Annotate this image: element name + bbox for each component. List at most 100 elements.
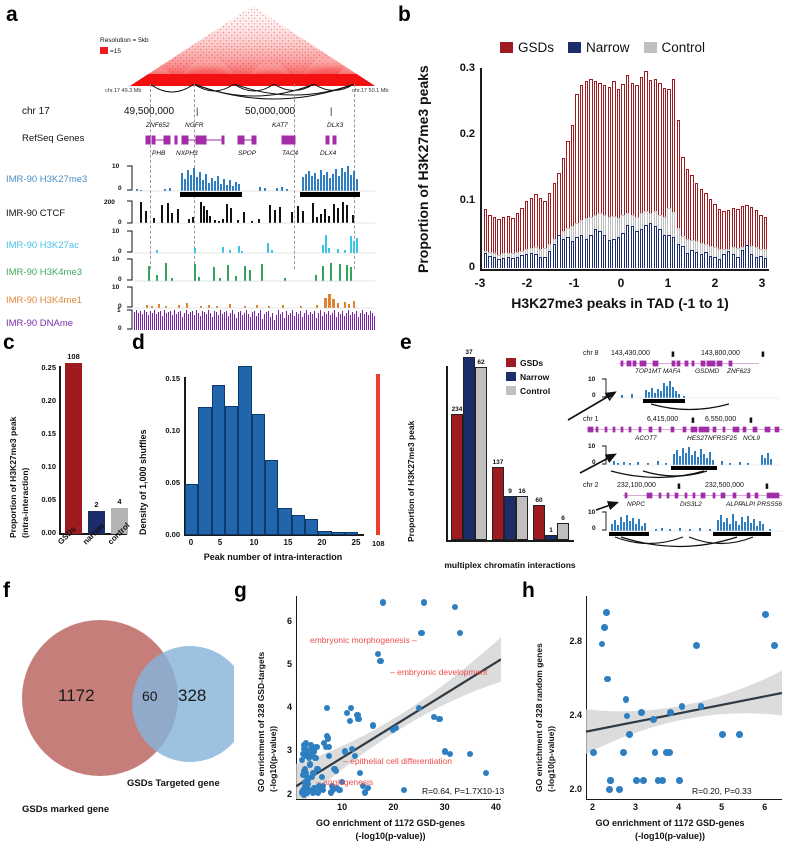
scatter-point — [308, 774, 315, 781]
browser-tick: ▮ — [671, 351, 675, 358]
scatter-point — [303, 782, 310, 790]
bar-segment-gsds — [676, 120, 680, 268]
bar-segment-gsds — [648, 80, 653, 268]
panel-d-xtick-10: 10 — [249, 538, 259, 547]
panel-f-letter: f — [3, 579, 10, 602]
bar-segment-gsds — [740, 206, 745, 268]
scatter-point — [341, 748, 348, 755]
bar-segment-gsds — [616, 89, 621, 268]
panel-c-ytick-005: 0.05 — [41, 495, 56, 504]
histogram-bar — [685, 68, 690, 268]
scatter-point — [311, 785, 318, 792]
ytick-03: 0.3 — [459, 62, 475, 74]
panel-g-xaxis — [296, 799, 501, 801]
scatter-point — [392, 724, 400, 731]
scatter-point — [622, 695, 630, 703]
bar-segment-narrow — [570, 240, 575, 268]
scatter-point — [604, 675, 611, 683]
histogram-bar — [662, 68, 667, 268]
xtick: 4 — [676, 802, 682, 812]
bar-segment-narrow — [626, 224, 630, 268]
track-min-h3k4me1: 0 — [118, 303, 122, 310]
bar-segment-narrow — [662, 234, 667, 268]
browser-end-coord: 143,800,000 — [701, 350, 740, 357]
bar-label-gsds-2: 60 — [535, 496, 543, 504]
bar-segment-gsds — [653, 79, 657, 268]
guide-line — [294, 84, 295, 269]
bar-segment-narrow — [603, 235, 607, 268]
bar-narrow-0 — [463, 357, 475, 540]
ytick: 6 — [286, 615, 292, 626]
bar-segment-narrow — [524, 254, 529, 268]
gene-label-spop: SPOP — [238, 150, 257, 157]
histogram-bar — [251, 413, 265, 535]
hic-scale-value: =15 — [110, 48, 122, 55]
panel-c-ylabel-1: Proportion of H3K27me3 peak — [8, 416, 18, 538]
histogram-bar — [713, 68, 718, 268]
coord-tick-2: | — [330, 106, 333, 116]
panel-e-xaxis — [446, 540, 574, 542]
scatter-point — [314, 789, 322, 796]
browser-start-coord: 6,415,000 — [647, 416, 679, 423]
bar-label-control-0: 62 — [477, 358, 485, 366]
bar-segment-gsds — [722, 211, 726, 268]
ytick: 2.4 — [569, 709, 582, 720]
histogram-bar — [644, 68, 649, 268]
track-min-h3k27me3: 0 — [118, 185, 122, 192]
bar-segment-narrow — [621, 232, 625, 268]
panel-c-ytick-015: 0.15 — [41, 429, 56, 438]
browser-max: 10 — [588, 443, 596, 450]
bar-segment-narrow — [488, 256, 492, 268]
panel-d-xtick-25: 25 — [351, 538, 361, 547]
histogram-bar — [524, 68, 529, 268]
bar-segment-gsds — [658, 83, 662, 268]
bar-segment-narrow — [607, 240, 612, 268]
browser-chr-label: chr 1 — [583, 416, 599, 423]
panel-c-ytick-000: 0.00 — [41, 528, 56, 537]
bar-GSDs — [65, 362, 82, 534]
bar-segment-narrow — [543, 256, 547, 268]
legend-swatch-control — [643, 42, 657, 53]
histogram-bar — [690, 68, 695, 268]
legend-label-gsds: GSDs — [518, 40, 555, 55]
bar-segment-narrow — [754, 256, 759, 268]
bar-segment-gsds — [667, 89, 671, 268]
bar-segment-narrow — [630, 226, 634, 268]
histogram-bar — [238, 366, 252, 535]
histogram-bar — [635, 68, 640, 268]
panel-a-letter: a — [6, 3, 18, 26]
scatter-point — [300, 741, 307, 749]
bar-label-GSDs: 108 — [67, 351, 80, 361]
bar-segment-gsds — [727, 210, 731, 268]
scatter-point — [601, 623, 608, 631]
scatter-point — [456, 629, 464, 636]
browser-gene-models — [623, 492, 783, 499]
scatter-point — [658, 777, 666, 784]
hic-coord-left: chr.17 49.3 Mb — [105, 88, 142, 94]
browser-chr-label: chr 8 — [583, 350, 599, 357]
histogram-bar — [676, 68, 681, 268]
bar-segment-gsds — [713, 204, 717, 268]
browser-gene-hes2: HES2 — [687, 435, 704, 442]
panel-d-ytick-005: 0.05 — [165, 478, 180, 487]
browser-tick: ▮ — [765, 483, 769, 490]
histogram-bar — [488, 68, 493, 268]
bar-segment-narrow — [520, 255, 524, 268]
scatter-point — [299, 757, 306, 764]
histogram-bar — [754, 68, 759, 268]
refseq-gene-models — [145, 135, 337, 145]
track-scale-bracket — [127, 200, 133, 224]
annotation-epithelial-cell-differentiation: – epithelial cell differentiation — [343, 756, 452, 766]
bar-segment-narrow — [529, 253, 533, 268]
scatter-point — [356, 769, 364, 777]
scatter-point — [626, 731, 633, 738]
histogram-bar — [625, 68, 630, 268]
bar-segment-gsds — [671, 79, 676, 268]
panel-d-ytick-000: 0.00 — [165, 530, 180, 539]
scatter-point — [602, 609, 610, 616]
panel-e-xlabel: multiplex chromatin interactions — [444, 560, 576, 570]
panel-b-ylabel: Proportion of H3K27me3 peaks — [415, 65, 431, 274]
bar-segment-narrow — [681, 246, 685, 268]
histogram-bar — [648, 68, 653, 268]
panel-g-letter: g — [234, 579, 247, 602]
